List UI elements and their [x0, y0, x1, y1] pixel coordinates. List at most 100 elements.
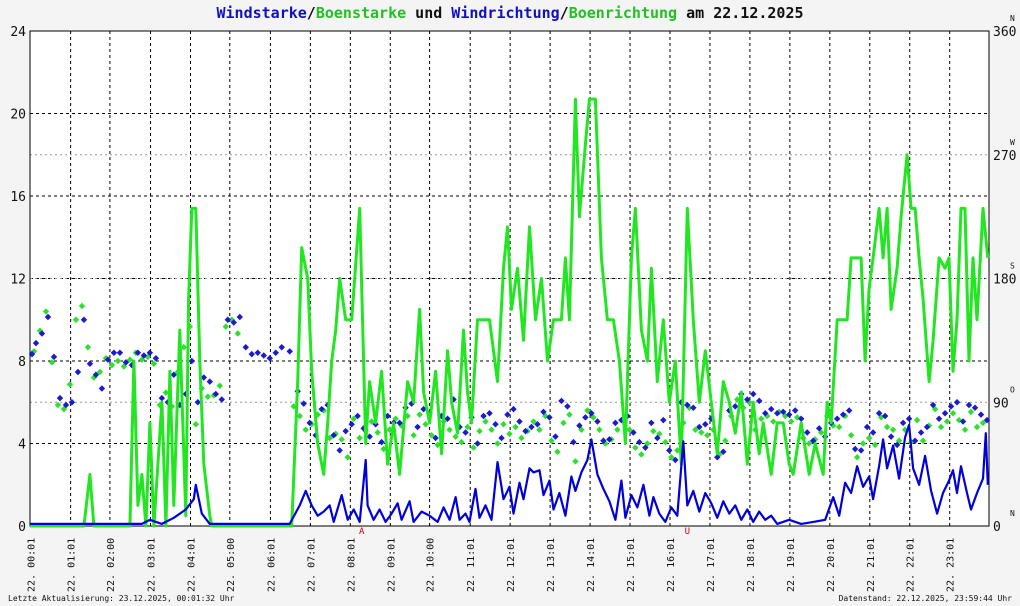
series-point-wind-direction: [750, 390, 757, 398]
series-point-gust-direction: [937, 423, 945, 431]
series-line-wind-speed: [30, 423, 989, 525]
series-point-wind-direction: [869, 429, 877, 436]
series-point-gust-direction: [835, 423, 843, 431]
event-marker: A: [359, 527, 365, 537]
x-tick-label: 22. 20:01: [826, 538, 837, 592]
series-point-gust-direction: [632, 444, 639, 451]
series-point-wind-direction: [953, 399, 961, 406]
series-point-gust-direction: [566, 411, 573, 418]
series-point-gust-direction: [883, 423, 891, 431]
x-tick-label: 22. 21:01: [866, 538, 877, 592]
series-point-wind-direction: [330, 432, 337, 439]
series-point-wind-direction: [152, 355, 160, 362]
x-tick-label: 22. 01:01: [67, 538, 78, 592]
series-point-gust-direction: [967, 408, 975, 416]
series-point-gust-direction: [416, 411, 423, 418]
series-point-gust-direction: [596, 426, 603, 433]
x-tick-label: 22. 09:01: [386, 538, 397, 592]
series-point-wind-direction: [797, 415, 805, 422]
series-point-gust-direction: [644, 440, 651, 447]
series-point-gust-direction: [817, 429, 825, 436]
series-point-gust-direction: [48, 359, 56, 366]
chart-title: Windstarke/Boenstarke und Windrichtung/B…: [0, 4, 1020, 22]
series-point-gust-direction: [554, 448, 561, 455]
series-point-wind-direction: [540, 408, 547, 416]
series-point-gust-direction: [500, 421, 507, 428]
series-point-gust-direction: [614, 426, 621, 433]
series-point-wind-direction: [947, 403, 955, 410]
series-point-gust-direction: [434, 441, 441, 449]
footer-last-update: Letzte Aktualisierung: 23.12.2025, 00:01…: [8, 594, 235, 603]
series-point-wind-direction: [348, 421, 355, 428]
series-point-wind-direction: [498, 434, 505, 442]
series-point-gust-direction: [494, 440, 501, 447]
series-point-wind-direction: [432, 434, 439, 442]
x-tick-label: 22. 07:01: [306, 538, 317, 592]
series-point-gust-direction: [973, 423, 981, 431]
series-point-gust-direction: [78, 302, 86, 310]
series-point-wind-direction: [122, 359, 130, 366]
series-point-gust-direction: [572, 458, 579, 465]
series-point-gust-direction: [470, 444, 477, 451]
series-point-wind-direction: [558, 397, 565, 405]
series-point-gust-direction: [979, 419, 987, 427]
series-point-wind-direction: [492, 421, 499, 428]
series-point-wind-direction: [875, 410, 883, 417]
series-point-gust-direction: [811, 436, 819, 443]
series-point-wind-direction: [576, 422, 583, 429]
series-point-wind-direction: [236, 313, 243, 321]
x-tick-label: 22. 05:00: [226, 538, 237, 592]
series-point-gust-direction: [126, 356, 134, 363]
y-tick-label-left: 20: [10, 108, 26, 123]
series-point-gust-direction: [452, 433, 459, 440]
series-point-wind-direction: [606, 436, 613, 443]
series-point-wind-direction: [636, 438, 643, 446]
series-point-wind-direction: [905, 415, 913, 422]
series-point-wind-direction: [977, 411, 985, 418]
series-point-wind-direction: [272, 349, 279, 356]
series-point-wind-direction: [654, 434, 661, 442]
y-tick-label-left: 12: [10, 273, 26, 288]
series-point-wind-direction: [254, 349, 261, 356]
series-point-gust-direction: [913, 416, 921, 424]
series-point-gust-direction: [770, 418, 777, 425]
series-point-gust-direction: [42, 308, 50, 315]
series-point-wind-direction: [200, 374, 208, 381]
title-wind-speed: Windstarke: [216, 4, 307, 22]
x-tick-label: 22. 08:01: [346, 538, 357, 592]
series-point-gust-direction: [530, 418, 537, 425]
series-point-wind-direction: [248, 350, 255, 358]
series-point-gust-direction: [410, 432, 417, 439]
series-point-gust-direction: [704, 432, 711, 439]
series-point-wind-direction: [534, 421, 541, 428]
series-point-gust-direction: [560, 419, 567, 427]
series-point-gust-direction: [794, 414, 801, 421]
x-tick-label: 22. 00:01: [27, 538, 38, 592]
series-point-gust-direction: [512, 423, 519, 431]
series-point-gust-direction: [931, 405, 939, 413]
series-point-gust-direction: [919, 437, 927, 444]
compass-label: S: [1010, 262, 1015, 271]
series-point-gust-direction: [84, 344, 92, 351]
series-point-wind-direction: [342, 427, 349, 435]
series-point-wind-direction: [762, 410, 769, 417]
series-point-gust-direction: [204, 393, 212, 400]
series-point-gust-direction: [464, 423, 471, 431]
series-point-wind-direction: [74, 368, 82, 376]
series-point-wind-direction: [929, 401, 937, 409]
series-point-gust-direction: [368, 418, 375, 425]
series-point-wind-direction: [714, 454, 721, 461]
series-point-wind-direction: [528, 423, 535, 431]
series-point-wind-direction: [774, 410, 781, 417]
series-point-gust-direction: [180, 344, 188, 351]
series-point-gust-direction: [338, 436, 345, 443]
series-point-gust-direction: [222, 323, 229, 330]
compass-label: N: [1010, 509, 1015, 518]
series-point-wind-direction: [68, 399, 76, 406]
series-point-gust-direction: [871, 441, 879, 449]
series-point-wind-direction: [935, 415, 943, 422]
series-point-wind-direction: [414, 423, 421, 431]
series-point-wind-direction: [366, 433, 373, 440]
series-point-gust-direction: [54, 401, 62, 409]
